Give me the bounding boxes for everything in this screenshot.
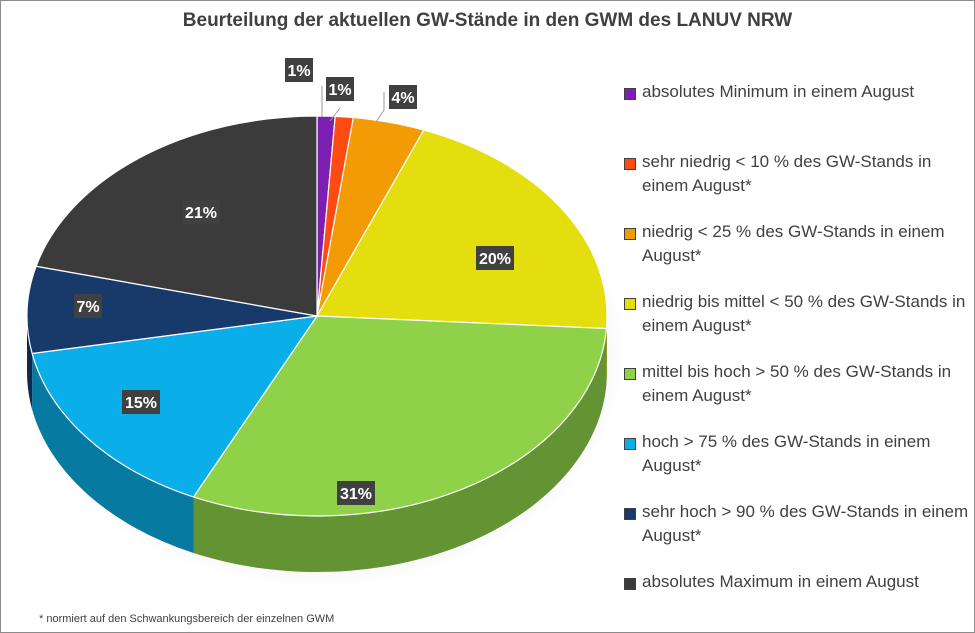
- pie-labels: 1% 1% 4% 20% 31% 15% 7% 21%: [74, 58, 514, 505]
- legend-item-6: hoch > 75 % des GW-Stands in einem Augus…: [622, 430, 972, 478]
- legend-item-7: sehr hoch > 90 % des GW-Stands in einem …: [622, 500, 972, 548]
- data-label-box: [337, 481, 375, 505]
- legend-label: sehr hoch > 90 % des GW-Stands in einem …: [642, 502, 969, 545]
- legend-swatch: [624, 88, 636, 100]
- data-label-8: 21%: [182, 200, 220, 224]
- data-label-3: 4%: [389, 85, 417, 109]
- legend-item-1: absolutes Minimum in einem August: [622, 80, 972, 104]
- data-label-text: 4%: [391, 90, 414, 107]
- data-label-text: 1%: [328, 82, 351, 99]
- data-label-6: 15%: [122, 390, 160, 414]
- data-label-box: [326, 77, 354, 101]
- pie-slice-6: [31, 315, 319, 498]
- pie-slice-8: [35, 115, 318, 317]
- legend-swatch: [624, 578, 636, 590]
- pie-slice-5: [192, 315, 608, 517]
- legend-item-2: sehr niedrig < 10 % des GW-Stands in ein…: [622, 150, 972, 198]
- legend-label: absolutes Maximum in einem August: [642, 572, 919, 591]
- legend-item-4: niedrig bis mittel < 50 % des GW-Stands …: [622, 290, 972, 338]
- legend-label: sehr niedrig < 10 % des GW-Stands in ein…: [642, 152, 932, 195]
- pie-side-6: [32, 353, 194, 553]
- legend-swatch: [624, 298, 636, 310]
- legend-item-5: mittel bis hoch > 50 % des GW-Stands in …: [622, 360, 972, 408]
- chart-title: Beurteilung der aktuellen GW-Stände in d…: [182, 10, 793, 31]
- data-label-box: [389, 85, 417, 109]
- data-label-box: [74, 294, 102, 318]
- legend-swatch: [624, 158, 636, 170]
- legend-label: absolutes Minimum in einem August: [642, 82, 915, 101]
- data-label-text: 31%: [340, 486, 372, 503]
- data-label-text: 15%: [125, 395, 157, 412]
- legend-label: hoch > 75 % des GW-Stands in einem Augus…: [642, 432, 931, 475]
- pie-side-5: [193, 328, 607, 572]
- leader-line-3: [375, 92, 385, 123]
- data-label-7: 7%: [74, 294, 102, 318]
- pie-slice-7: [26, 265, 318, 355]
- data-label-text: 20%: [479, 251, 511, 268]
- legend-item-3: niedrig < 25 % des GW-Stands in einem Au…: [622, 220, 972, 268]
- leader-line-2: [329, 107, 341, 122]
- data-label-text: 21%: [185, 205, 217, 222]
- data-label-5: 31%: [337, 481, 375, 505]
- pie-tops: [26, 115, 608, 517]
- legend-swatch: [624, 228, 636, 240]
- data-label-box: [476, 246, 514, 270]
- legend-label: niedrig bis mittel < 50 % des GW-Stands …: [642, 292, 966, 335]
- data-label-box: [285, 58, 313, 82]
- footnote: * normiert auf den Schwankungsbereich de…: [39, 613, 335, 625]
- pie-sides: [27, 316, 607, 572]
- data-label-box: [122, 390, 160, 414]
- legend-label: niedrig < 25 % des GW-Stands in einem Au…: [642, 222, 945, 265]
- data-label-text: 1%: [287, 63, 310, 80]
- legend-swatch: [624, 508, 636, 520]
- data-label-4: 20%: [476, 246, 514, 270]
- legend-swatch: [624, 438, 636, 450]
- data-label-2: 1%: [326, 77, 354, 101]
- legend-label: mittel bis hoch > 50 % des GW-Stands in …: [642, 362, 952, 405]
- legend-swatch: [624, 368, 636, 380]
- data-label-1: 1%: [285, 58, 313, 82]
- data-label-box: [182, 200, 220, 224]
- data-label-text: 7%: [76, 299, 99, 316]
- legend-item-8: absolutes Maximum in einem August: [622, 570, 972, 594]
- pie-side-4: [606, 316, 607, 385]
- pie-side-7: [27, 316, 33, 410]
- pie-slice-4: [315, 129, 608, 330]
